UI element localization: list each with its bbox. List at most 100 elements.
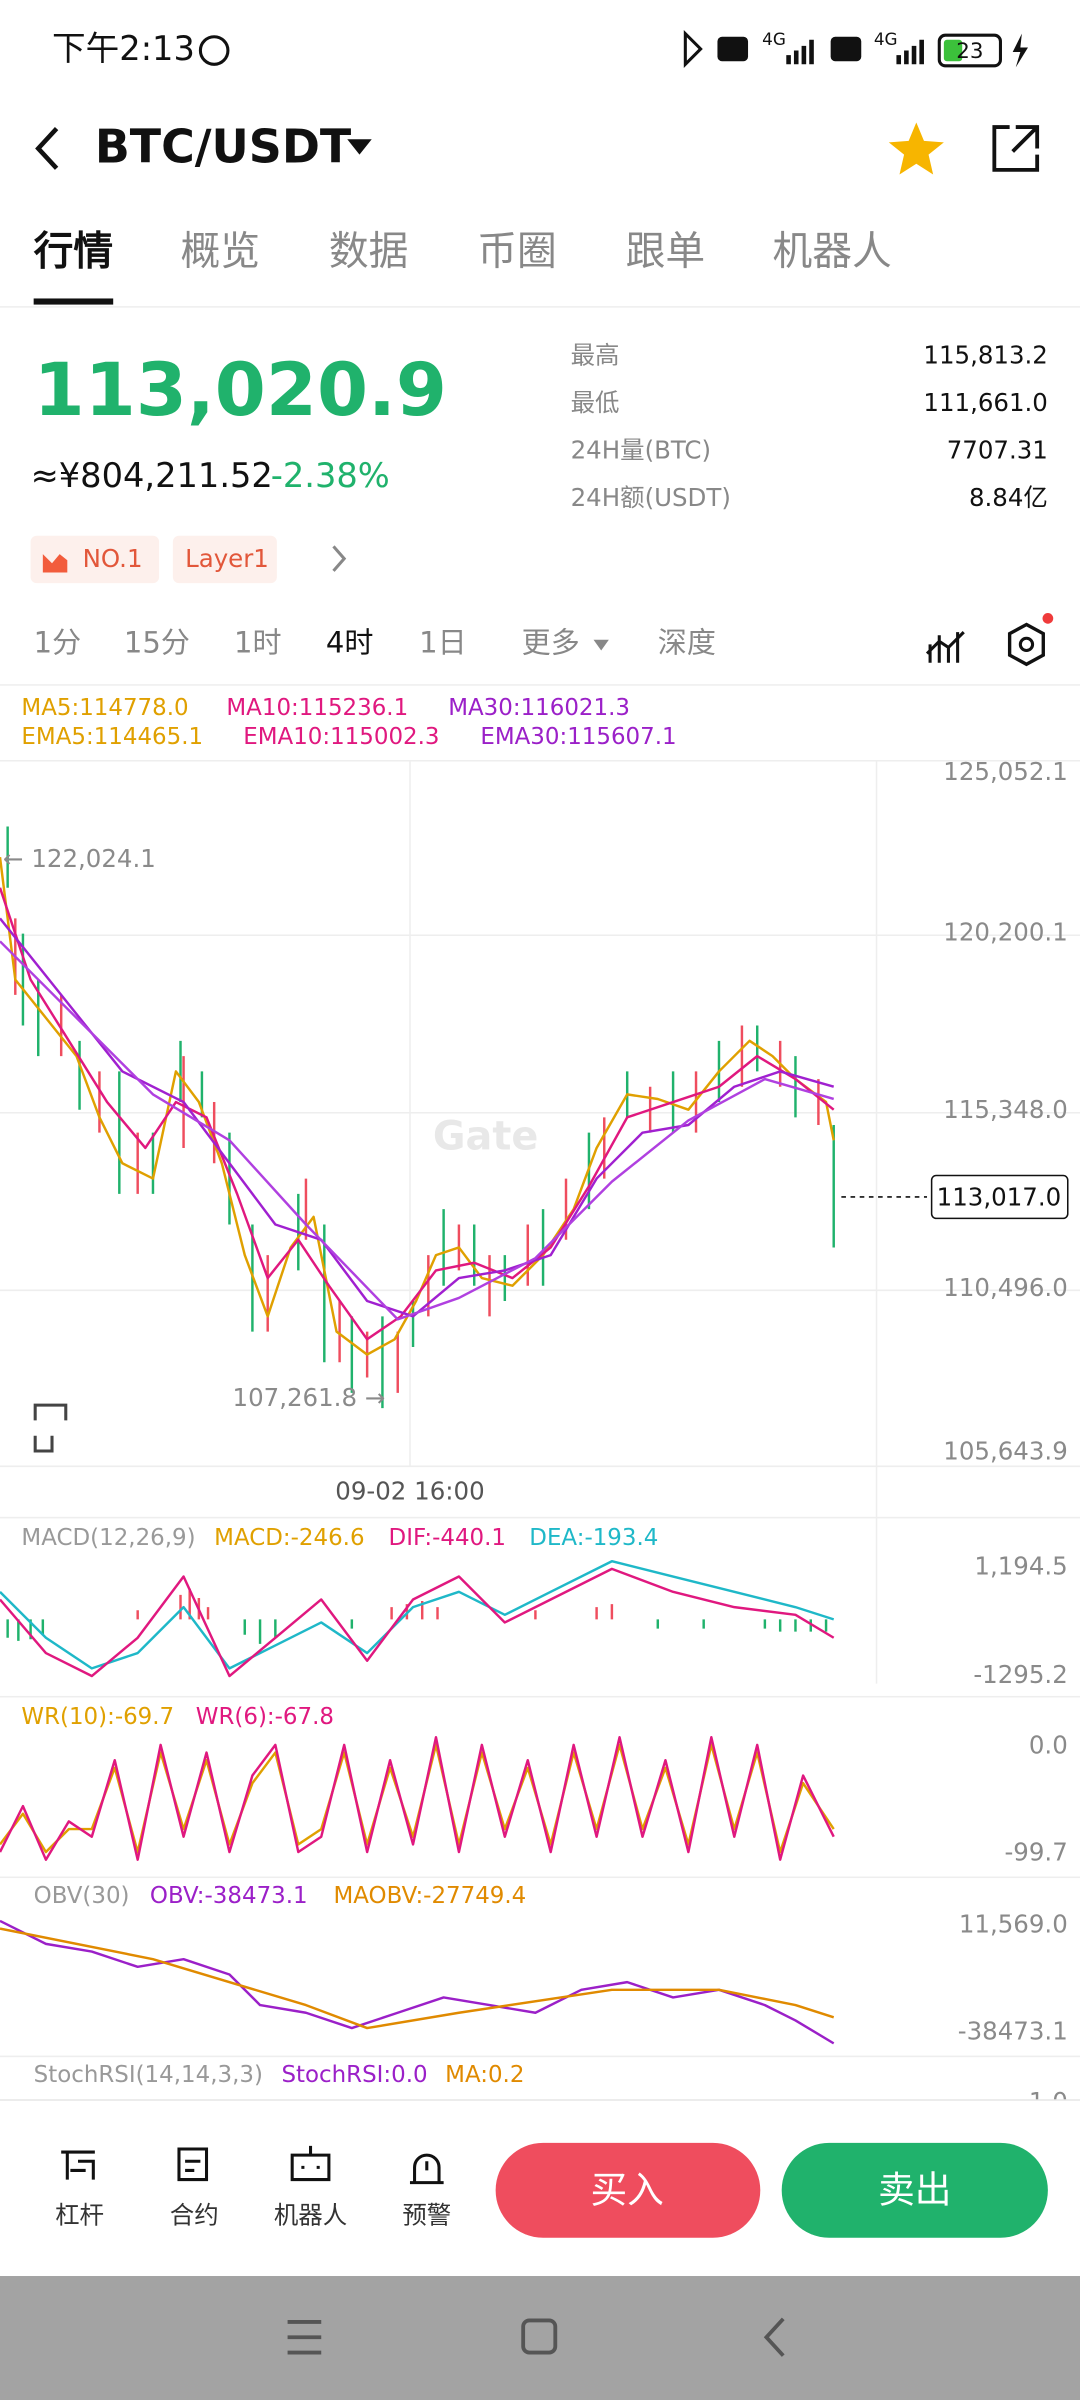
macd-histogram [6,1619,828,1644]
bluetooth-icon [683,29,703,68]
timeframe[interactable]: 15分 [124,625,190,659]
tab[interactable]: 机器人 [773,229,892,275]
stochrsi-title: StochRSI(14,14,3,3) [34,2062,263,2088]
divider [0,2055,1080,2058]
pair-title[interactable]: BTC/USDT [95,119,352,173]
obv-line [0,1919,835,2045]
obv-value: MAOBV:-27749.4 [333,1883,526,1909]
divider [0,1516,1080,1519]
candles [14,918,820,1393]
x-axis-label: 09-02 16:00 [335,1476,484,1505]
stat-label: 24H量(BTC) [571,436,711,465]
network-label: 4G [874,29,898,49]
tags-more[interactable] [332,545,347,572]
leverage-icon [61,2150,95,2180]
wr6-line [0,1736,835,1861]
y-axis-label: 1,194.5 [974,1551,1067,1580]
tool-label[interactable]: 合约 [170,2200,219,2229]
tool-label[interactable]: 杠杆 [55,2200,104,2229]
battery-level [943,39,963,62]
menu-button[interactable] [287,2320,322,2355]
wr-value: WR(6):-67.8 [196,1704,334,1730]
tab[interactable]: 币圈 [477,229,557,275]
y-axis-label: 125,052.1 [943,757,1067,786]
buy-label[interactable]: 买入 [590,2168,663,2211]
ema-value: EMA5:114465.1 [21,724,203,750]
signal-icon [786,39,814,65]
stat-label: 最高 [571,341,620,370]
divider [0,306,1080,308]
back-button[interactable] [35,127,59,170]
dif-line [0,1567,835,1678]
macd-value: MACD:-246.6 [214,1525,364,1551]
low-marker: 107,261.8 → [233,1383,386,1412]
divider [0,1876,1080,1879]
y-axis-label: -99.7 [1004,1838,1067,1867]
tab-underline [33,298,114,305]
tab[interactable]: 数据 [329,229,409,275]
buy-button[interactable] [495,2142,761,2238]
ema30-line [0,940,835,1321]
tab[interactable]: 跟单 [626,229,706,275]
network-label: 4G [762,29,786,49]
tag[interactable]: NO.1 [83,544,143,573]
y-axis-label: -38473.1 [958,2017,1068,2046]
ma-value: MA5:114778.0 [21,695,188,721]
battery-icon [937,33,1002,68]
timeframe[interactable]: 1时 [234,625,282,659]
tab[interactable]: 概览 [181,229,261,275]
stat-label: 最低 [571,388,620,417]
price-change: -2.38% [271,456,390,495]
macd-title: MACD(12,26,9) [21,1525,195,1551]
nav-bar [0,2276,1080,2400]
indicator-button[interactable] [925,631,965,663]
sell-button[interactable] [781,2142,1048,2238]
wr-value: WR(10):-69.7 [21,1704,174,1730]
favorite-star[interactable] [888,122,944,175]
home-button[interactable] [521,2318,558,2355]
alarm-icon [198,35,230,66]
fullscreen-button[interactable] [33,1403,68,1453]
stat-value: 115,813.2 [923,341,1047,370]
watermark: Gate [433,1113,538,1159]
pair-dropdown[interactable] [347,139,372,155]
tool-label[interactable]: 预警 [402,2200,451,2229]
divider [0,684,1080,686]
ma-value: MA10:115236.1 [226,695,408,721]
obv-title: OBV(30) [34,1883,130,1909]
tab[interactable]: 行情 [34,229,114,275]
cny-price: ≈¥804,211.52 [31,456,273,495]
stat-value: 7707.31 [947,436,1048,465]
timeframe[interactable]: 1日 [419,625,467,659]
timeframe[interactable]: 4时 [326,625,374,659]
battery-text: 23 [956,39,983,64]
hd-icon [830,36,862,62]
sell-label[interactable]: 卖出 [878,2168,951,2211]
y-axis-label: 120,200.1 [943,918,1067,947]
tag[interactable]: Layer1 [185,544,269,573]
settings-badge [1042,613,1054,624]
timeframe[interactable]: 1分 [34,625,82,659]
y-axis-label: 110,496.0 [943,1273,1067,1302]
alert-icon [409,2153,444,2185]
status-time: 下午2:13 [52,29,195,68]
macd-value: DIF:-440.1 [389,1525,506,1551]
settings-button[interactable] [1007,622,1045,667]
tool-label[interactable]: 机器人 [274,2200,347,2229]
grid [0,759,1080,1684]
charging-icon [1012,33,1028,68]
timeframe[interactable]: 更多 [522,625,580,659]
divider [0,1695,1080,1698]
price-chart [0,826,835,1409]
last-price: 113,020.9 [34,348,447,433]
ma5-line [0,856,835,1356]
y-axis-label: 0.0 [1029,1730,1068,1759]
share-button[interactable] [992,125,1040,172]
back-nav-button[interactable] [763,2317,785,2357]
stochrsi-value: MA:0.2 [445,2062,524,2088]
timeframe[interactable]: 深度 [658,625,716,659]
contract-icon [177,2147,209,2182]
stat-label: 24H额(USDT) [571,483,731,512]
